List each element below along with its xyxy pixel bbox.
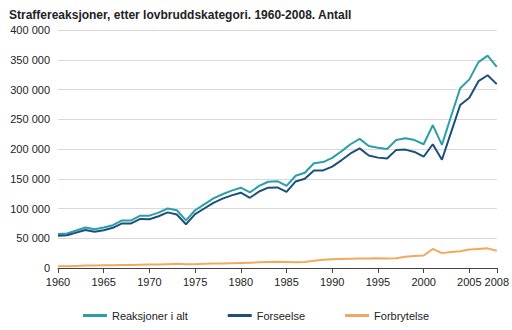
svg-text:1960: 1960	[46, 276, 70, 288]
svg-text:2000: 2000	[411, 276, 435, 288]
svg-text:Reaksjoner i alt: Reaksjoner i alt	[112, 310, 188, 322]
svg-text:1970: 1970	[137, 276, 161, 288]
svg-text:Forbrytelse: Forbrytelse	[374, 310, 429, 322]
svg-text:1980: 1980	[229, 276, 253, 288]
svg-text:150 000: 150 000	[10, 173, 50, 185]
svg-text:250 000: 250 000	[10, 113, 50, 125]
svg-text:400 000: 400 000	[10, 24, 50, 36]
svg-text:1995: 1995	[366, 276, 390, 288]
svg-text:1985: 1985	[274, 276, 298, 288]
svg-text:350 000: 350 000	[10, 54, 50, 66]
svg-text:Forseelse: Forseelse	[257, 310, 305, 322]
svg-text:1990: 1990	[320, 276, 344, 288]
svg-text:1975: 1975	[183, 276, 207, 288]
svg-text:50 000: 50 000	[16, 232, 50, 244]
svg-text:0: 0	[44, 262, 50, 274]
svg-text:100 000: 100 000	[10, 203, 50, 215]
svg-text:2008: 2008	[485, 276, 509, 288]
svg-text:300 000: 300 000	[10, 84, 50, 96]
svg-text:2005: 2005	[457, 276, 481, 288]
svg-text:1965: 1965	[91, 276, 115, 288]
svg-text:Straffereaksjoner, etter lovbr: Straffereaksjoner, etter lovbruddskatego…	[9, 8, 351, 22]
svg-text:200 000: 200 000	[10, 143, 50, 155]
